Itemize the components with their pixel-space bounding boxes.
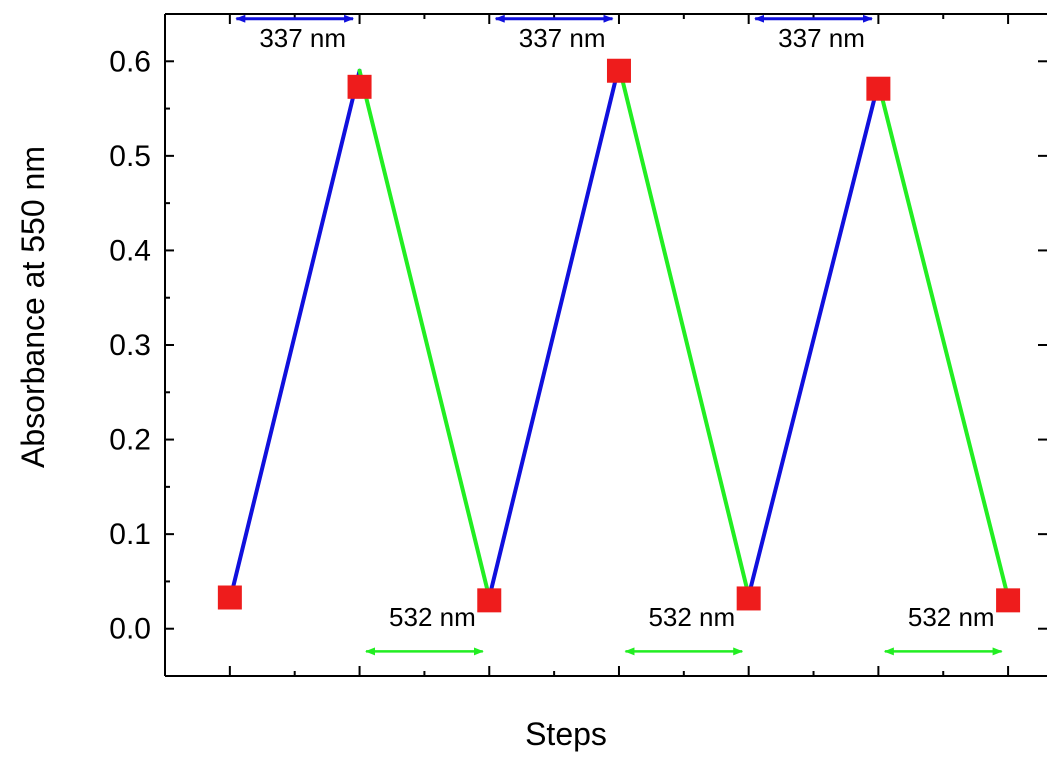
- line-segment: [357, 68, 492, 600]
- y-tick-label: 0.5: [109, 140, 151, 173]
- y-axis: 0.0 0.1 0.2 0.3 0.4 0.5 0.6: [109, 13, 1047, 677]
- wavelength-label: 337 nm: [259, 23, 346, 53]
- wavelength-label: 532 nm: [908, 602, 995, 632]
- data-point: [606, 58, 631, 83]
- y-axis-title: Absorbance at 550 nm: [15, 146, 51, 468]
- wavelength-label: 337 nm: [778, 23, 865, 53]
- data-point: [866, 76, 891, 101]
- data-point: [217, 585, 242, 610]
- y-tick-label: 0.3: [109, 329, 151, 362]
- x-axis-title: Steps: [525, 716, 607, 752]
- y-tick-label: 0.6: [109, 45, 151, 78]
- y-tick-label: 0.0: [109, 613, 151, 646]
- y-tick-label: 0.4: [109, 234, 151, 267]
- line-segment: [746, 81, 881, 598]
- data-point: [347, 74, 372, 99]
- line-segment: [616, 64, 751, 598]
- x-axis: [228, 14, 1010, 676]
- line-segment: [227, 68, 362, 603]
- wavelength-label: 532 nm: [648, 602, 735, 632]
- line-segment: [876, 81, 1011, 600]
- y-tick-label: 0.1: [109, 518, 151, 551]
- wavelength-label: 532 nm: [389, 602, 476, 632]
- wavelength-label: 337 nm: [519, 23, 606, 53]
- data-point: [477, 588, 502, 613]
- data-point: [736, 586, 761, 611]
- line-segment: [487, 64, 621, 600]
- annotations: 337 nm 337 nm 337 nm 532 nm 532 nm 532 nm: [235, 14, 1003, 656]
- y-tick-label: 0.2: [109, 424, 151, 457]
- line-series: [227, 64, 1011, 603]
- data-point: [996, 588, 1021, 613]
- marker-series: [217, 58, 1021, 613]
